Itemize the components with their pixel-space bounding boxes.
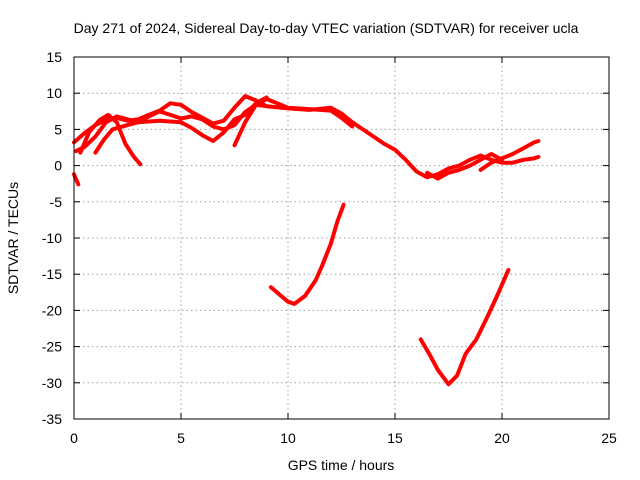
y-tick-label: 15 (46, 49, 62, 65)
y-tick-label: 5 (54, 121, 62, 137)
series-track-2 (74, 102, 269, 154)
y-tick-label: -5 (50, 194, 63, 210)
x-tick-label: 15 (387, 430, 403, 446)
y-tick-label: -25 (42, 339, 62, 355)
y-tick-label: 0 (54, 158, 62, 174)
x-tick-label: 25 (601, 430, 617, 446)
series-track-5 (93, 95, 269, 155)
chart-title: Day 271 of 2024, Sidereal Day-to-day VTE… (74, 20, 579, 36)
x-axis-label: GPS time / hours (288, 457, 395, 473)
series-track-3 (72, 172, 81, 187)
series-track-8 (425, 152, 504, 181)
y-tick-label: 10 (46, 85, 62, 101)
axis-ticks (73, 56, 610, 420)
x-tick-label: 20 (494, 430, 510, 446)
y-tick-label: -10 (42, 230, 62, 246)
series-track-9 (268, 202, 346, 306)
series-track-10 (418, 267, 511, 387)
y-tick-labels: 15 10 5 0 -5 -10 -15 -20 -25 -30 -35 (42, 49, 62, 427)
grid-lines (74, 57, 609, 419)
x-tick-label: 0 (70, 430, 78, 446)
series-track-7 (478, 139, 541, 172)
x-tick-label: 5 (177, 430, 185, 446)
y-tick-label: -20 (42, 302, 62, 318)
series-track-6 (232, 97, 355, 148)
data-series (72, 94, 541, 387)
series-track-4 (78, 112, 143, 167)
y-tick-label: -15 (42, 266, 62, 282)
x-tick-label: 10 (280, 430, 296, 446)
y-tick-label: -35 (42, 411, 62, 427)
y-tick-label: -30 (42, 375, 62, 391)
x-tick-labels: 0 5 10 15 20 25 (70, 430, 617, 446)
y-axis-label: SDTVAR / TECUs (5, 182, 21, 294)
